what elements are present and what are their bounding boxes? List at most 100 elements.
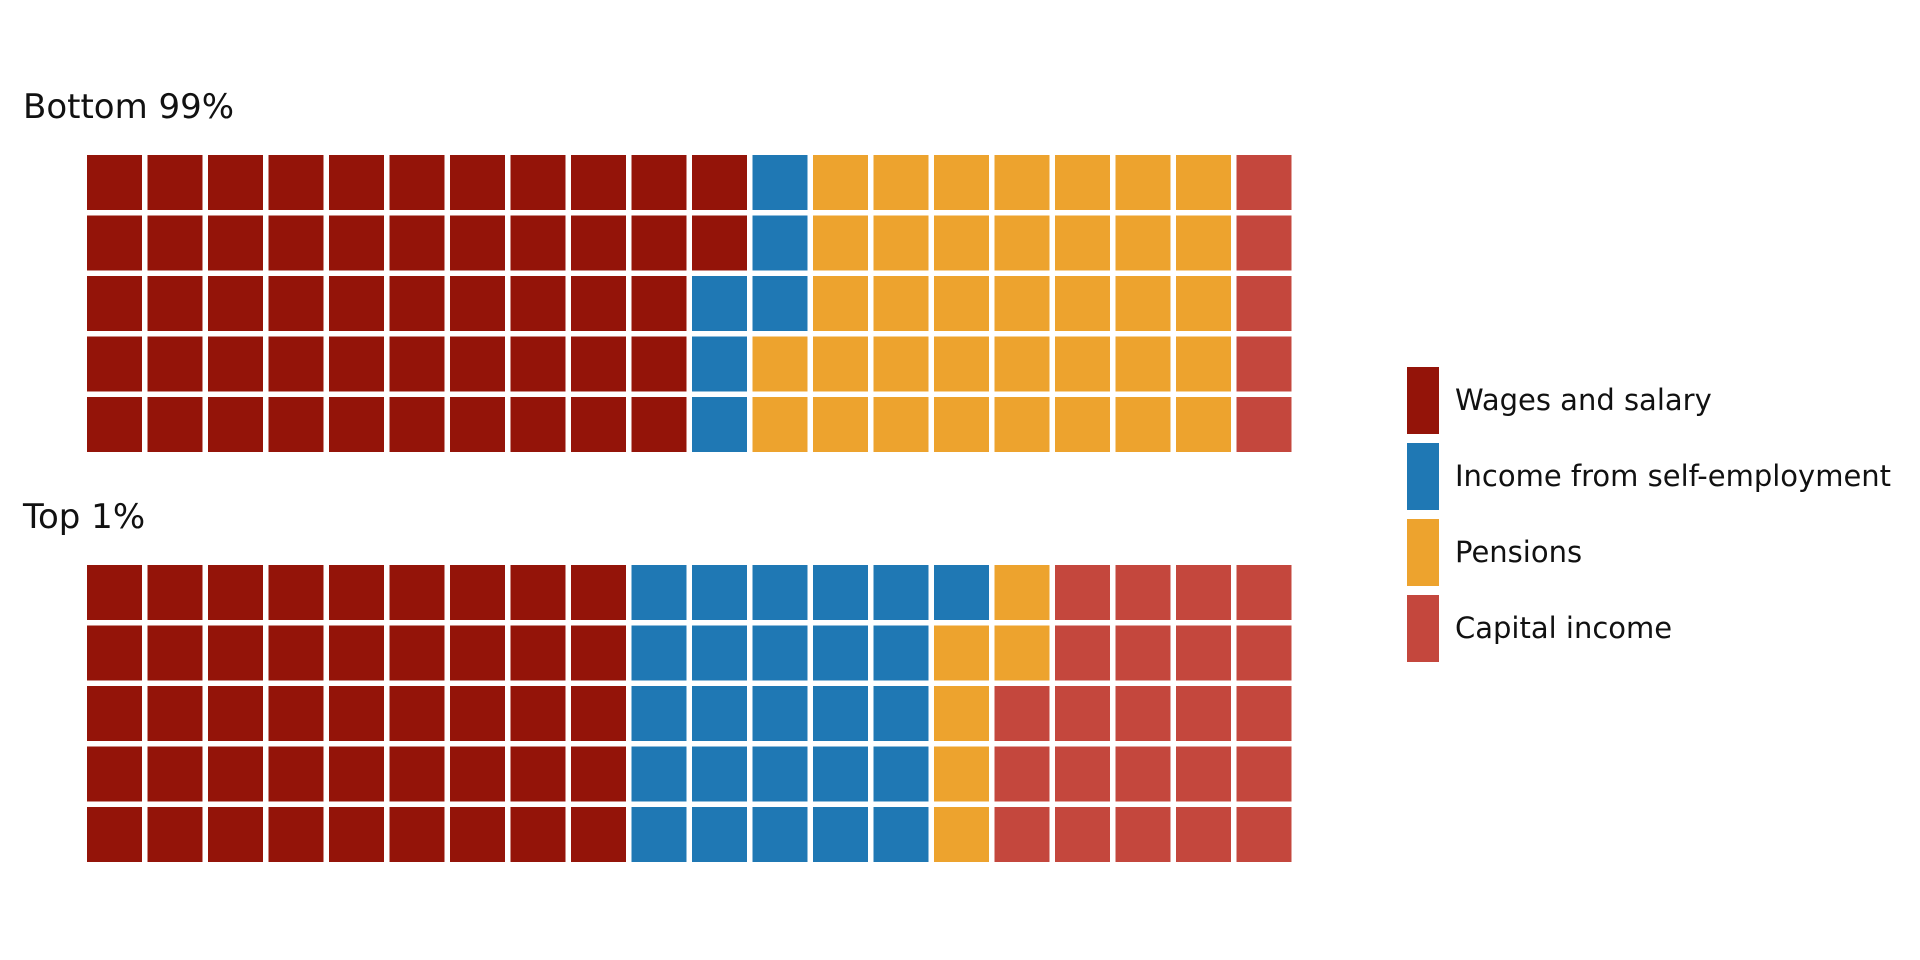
waffle-cell-bottom-99-wages: [329, 155, 384, 210]
waffle-cell-top-1-self-employment: [813, 746, 868, 802]
waffle-cell-bottom-99-capital-income: [1236, 336, 1292, 392]
legend-swatch-wages: [1407, 367, 1439, 434]
waffle-cell-top-1-wages: [329, 807, 384, 862]
waffle-cell-top-1-wages: [208, 746, 263, 802]
waffle-cell-top-1-capital-income: [1055, 625, 1110, 681]
waffle-cell-top-1-wages: [571, 746, 626, 802]
waffle-cell-bottom-99-self-employment: [752, 215, 808, 271]
waffle-cell-top-1-capital-income: [1055, 746, 1110, 802]
waffle-cell-bottom-99-pensions: [1176, 155, 1231, 210]
waffle-cell-top-1-self-employment: [631, 746, 687, 802]
waffle-cell-bottom-99-wages: [208, 155, 263, 210]
waffle-cell-bottom-99-wages: [631, 215, 687, 271]
waffle-cell-top-1-wages: [450, 625, 505, 681]
waffle-cell-top-1-capital-income: [994, 746, 1050, 802]
waffle-cell-bottom-99-self-employment: [752, 276, 808, 331]
waffle-cell-top-1-wages: [87, 746, 142, 802]
waffle-cell-bottom-99-pensions: [1115, 276, 1171, 331]
waffle-cell-top-1-self-employment: [631, 625, 687, 681]
waffle-cell-bottom-99-wages: [631, 276, 687, 331]
waffle-cell-top-1-wages: [450, 565, 505, 620]
panel-title-bottom-99: Bottom 99%: [23, 87, 235, 127]
waffle-cell-top-1-wages: [268, 746, 324, 802]
waffle-cell-bottom-99-wages: [87, 276, 142, 331]
waffle-cell-bottom-99-wages: [571, 215, 626, 271]
waffle-cell-bottom-99-wages: [389, 397, 445, 452]
waffle-cell-top-1-wages: [450, 746, 505, 802]
waffle-cell-top-1-self-employment: [873, 746, 929, 802]
waffle-cell-top-1-wages: [510, 746, 566, 802]
waffle-cell-top-1-capital-income: [1115, 565, 1171, 620]
waffle-cell-bottom-99-pensions: [934, 215, 989, 271]
waffle-cell-top-1-capital-income: [1176, 807, 1231, 862]
waffle-cell-top-1-self-employment: [873, 686, 929, 741]
waffle-cell-bottom-99-wages: [329, 215, 384, 271]
waffle-cell-top-1-self-employment: [813, 565, 868, 620]
waffle-cell-top-1-pensions: [934, 746, 989, 802]
waffle-cell-top-1-capital-income: [1236, 625, 1292, 681]
waffle-cell-bottom-99-pensions: [1115, 215, 1171, 271]
waffle-cell-bottom-99-pensions: [813, 215, 868, 271]
waffle-cell-bottom-99-wages: [329, 397, 384, 452]
waffle-cell-top-1-wages: [571, 807, 626, 862]
waffle-cell-bottom-99-pensions: [813, 336, 868, 392]
waffle-cell-bottom-99-wages: [208, 397, 263, 452]
waffle-cell-top-1-wages: [329, 625, 384, 681]
waffle-cell-bottom-99-pensions: [1115, 336, 1171, 392]
waffle-cell-bottom-99-wages: [87, 397, 142, 452]
waffle-cell-top-1-wages: [389, 686, 445, 741]
waffle-cell-top-1-wages: [268, 807, 324, 862]
waffle-cell-bottom-99-pensions: [873, 397, 929, 452]
waffle-cell-bottom-99-wages: [389, 336, 445, 392]
waffle-cell-bottom-99-capital-income: [1236, 215, 1292, 271]
waffle-cell-bottom-99-wages: [389, 276, 445, 331]
waffle-cell-bottom-99-pensions: [873, 276, 929, 331]
waffle-cell-top-1-wages: [389, 746, 445, 802]
waffle-cell-top-1-wages: [571, 686, 626, 741]
waffle-cell-bottom-99-wages: [268, 155, 324, 210]
waffle-cell-bottom-99-pensions: [1176, 276, 1231, 331]
waffle-cell-top-1-wages: [208, 625, 263, 681]
waffle-cell-top-1-capital-income: [1055, 686, 1110, 741]
waffle-cell-top-1-wages: [268, 565, 324, 620]
waffle-cell-top-1-wages: [87, 807, 142, 862]
waffle-cell-bottom-99-wages: [208, 276, 263, 331]
waffle-cell-top-1-self-employment: [752, 807, 808, 862]
waffle-cell-top-1-capital-income: [994, 686, 1050, 741]
waffle-cell-top-1-self-employment: [752, 746, 808, 802]
waffle-cell-top-1-capital-income: [1176, 746, 1231, 802]
waffle-cell-bottom-99-pensions: [1176, 215, 1231, 271]
waffle-cell-bottom-99-wages: [329, 276, 384, 331]
waffle-cell-bottom-99-pensions: [1055, 336, 1110, 392]
waffle-cell-top-1-capital-income: [1236, 565, 1292, 620]
waffle-cell-bottom-99-wages: [571, 155, 626, 210]
waffle-cell-bottom-99-pensions: [994, 397, 1050, 452]
legend-label-pensions: Pensions: [1455, 535, 1583, 569]
legend-label-self-employment: Income from self-employment: [1455, 459, 1892, 493]
waffle-cell-top-1-self-employment: [873, 807, 929, 862]
waffle-cell-top-1-self-employment: [692, 746, 747, 802]
waffle-cell-top-1-self-employment: [631, 807, 687, 862]
waffle-cell-bottom-99-wages: [510, 397, 566, 452]
waffle-cell-bottom-99-wages: [571, 276, 626, 331]
waffle-cell-bottom-99-wages: [389, 155, 445, 210]
waffle-cell-bottom-99-wages: [571, 397, 626, 452]
waffle-cell-bottom-99-wages: [329, 336, 384, 392]
waffle-cell-top-1-wages: [208, 807, 263, 862]
waffle-cell-bottom-99-wages: [450, 397, 505, 452]
waffle-cell-bottom-99-pensions: [873, 215, 929, 271]
waffle-cell-bottom-99-pensions: [1055, 276, 1110, 331]
waffle-cell-bottom-99-capital-income: [1236, 276, 1292, 331]
waffle-cell-top-1-capital-income: [1236, 686, 1292, 741]
waffle-cell-bottom-99-pensions: [934, 276, 989, 331]
waffle-cell-top-1-capital-income: [1055, 807, 1110, 862]
waffle-cell-bottom-99-pensions: [934, 155, 989, 210]
waffle-cell-top-1-wages: [329, 746, 384, 802]
waffle-cell-bottom-99-wages: [208, 336, 263, 392]
waffle-cell-top-1-wages: [389, 807, 445, 862]
waffle-cell-top-1-pensions: [934, 686, 989, 741]
waffle-cell-bottom-99-wages: [692, 215, 747, 271]
waffle-cell-top-1-wages: [87, 625, 142, 681]
waffle-cell-bottom-99-pensions: [1115, 397, 1171, 452]
waffle-cell-bottom-99-pensions: [813, 276, 868, 331]
